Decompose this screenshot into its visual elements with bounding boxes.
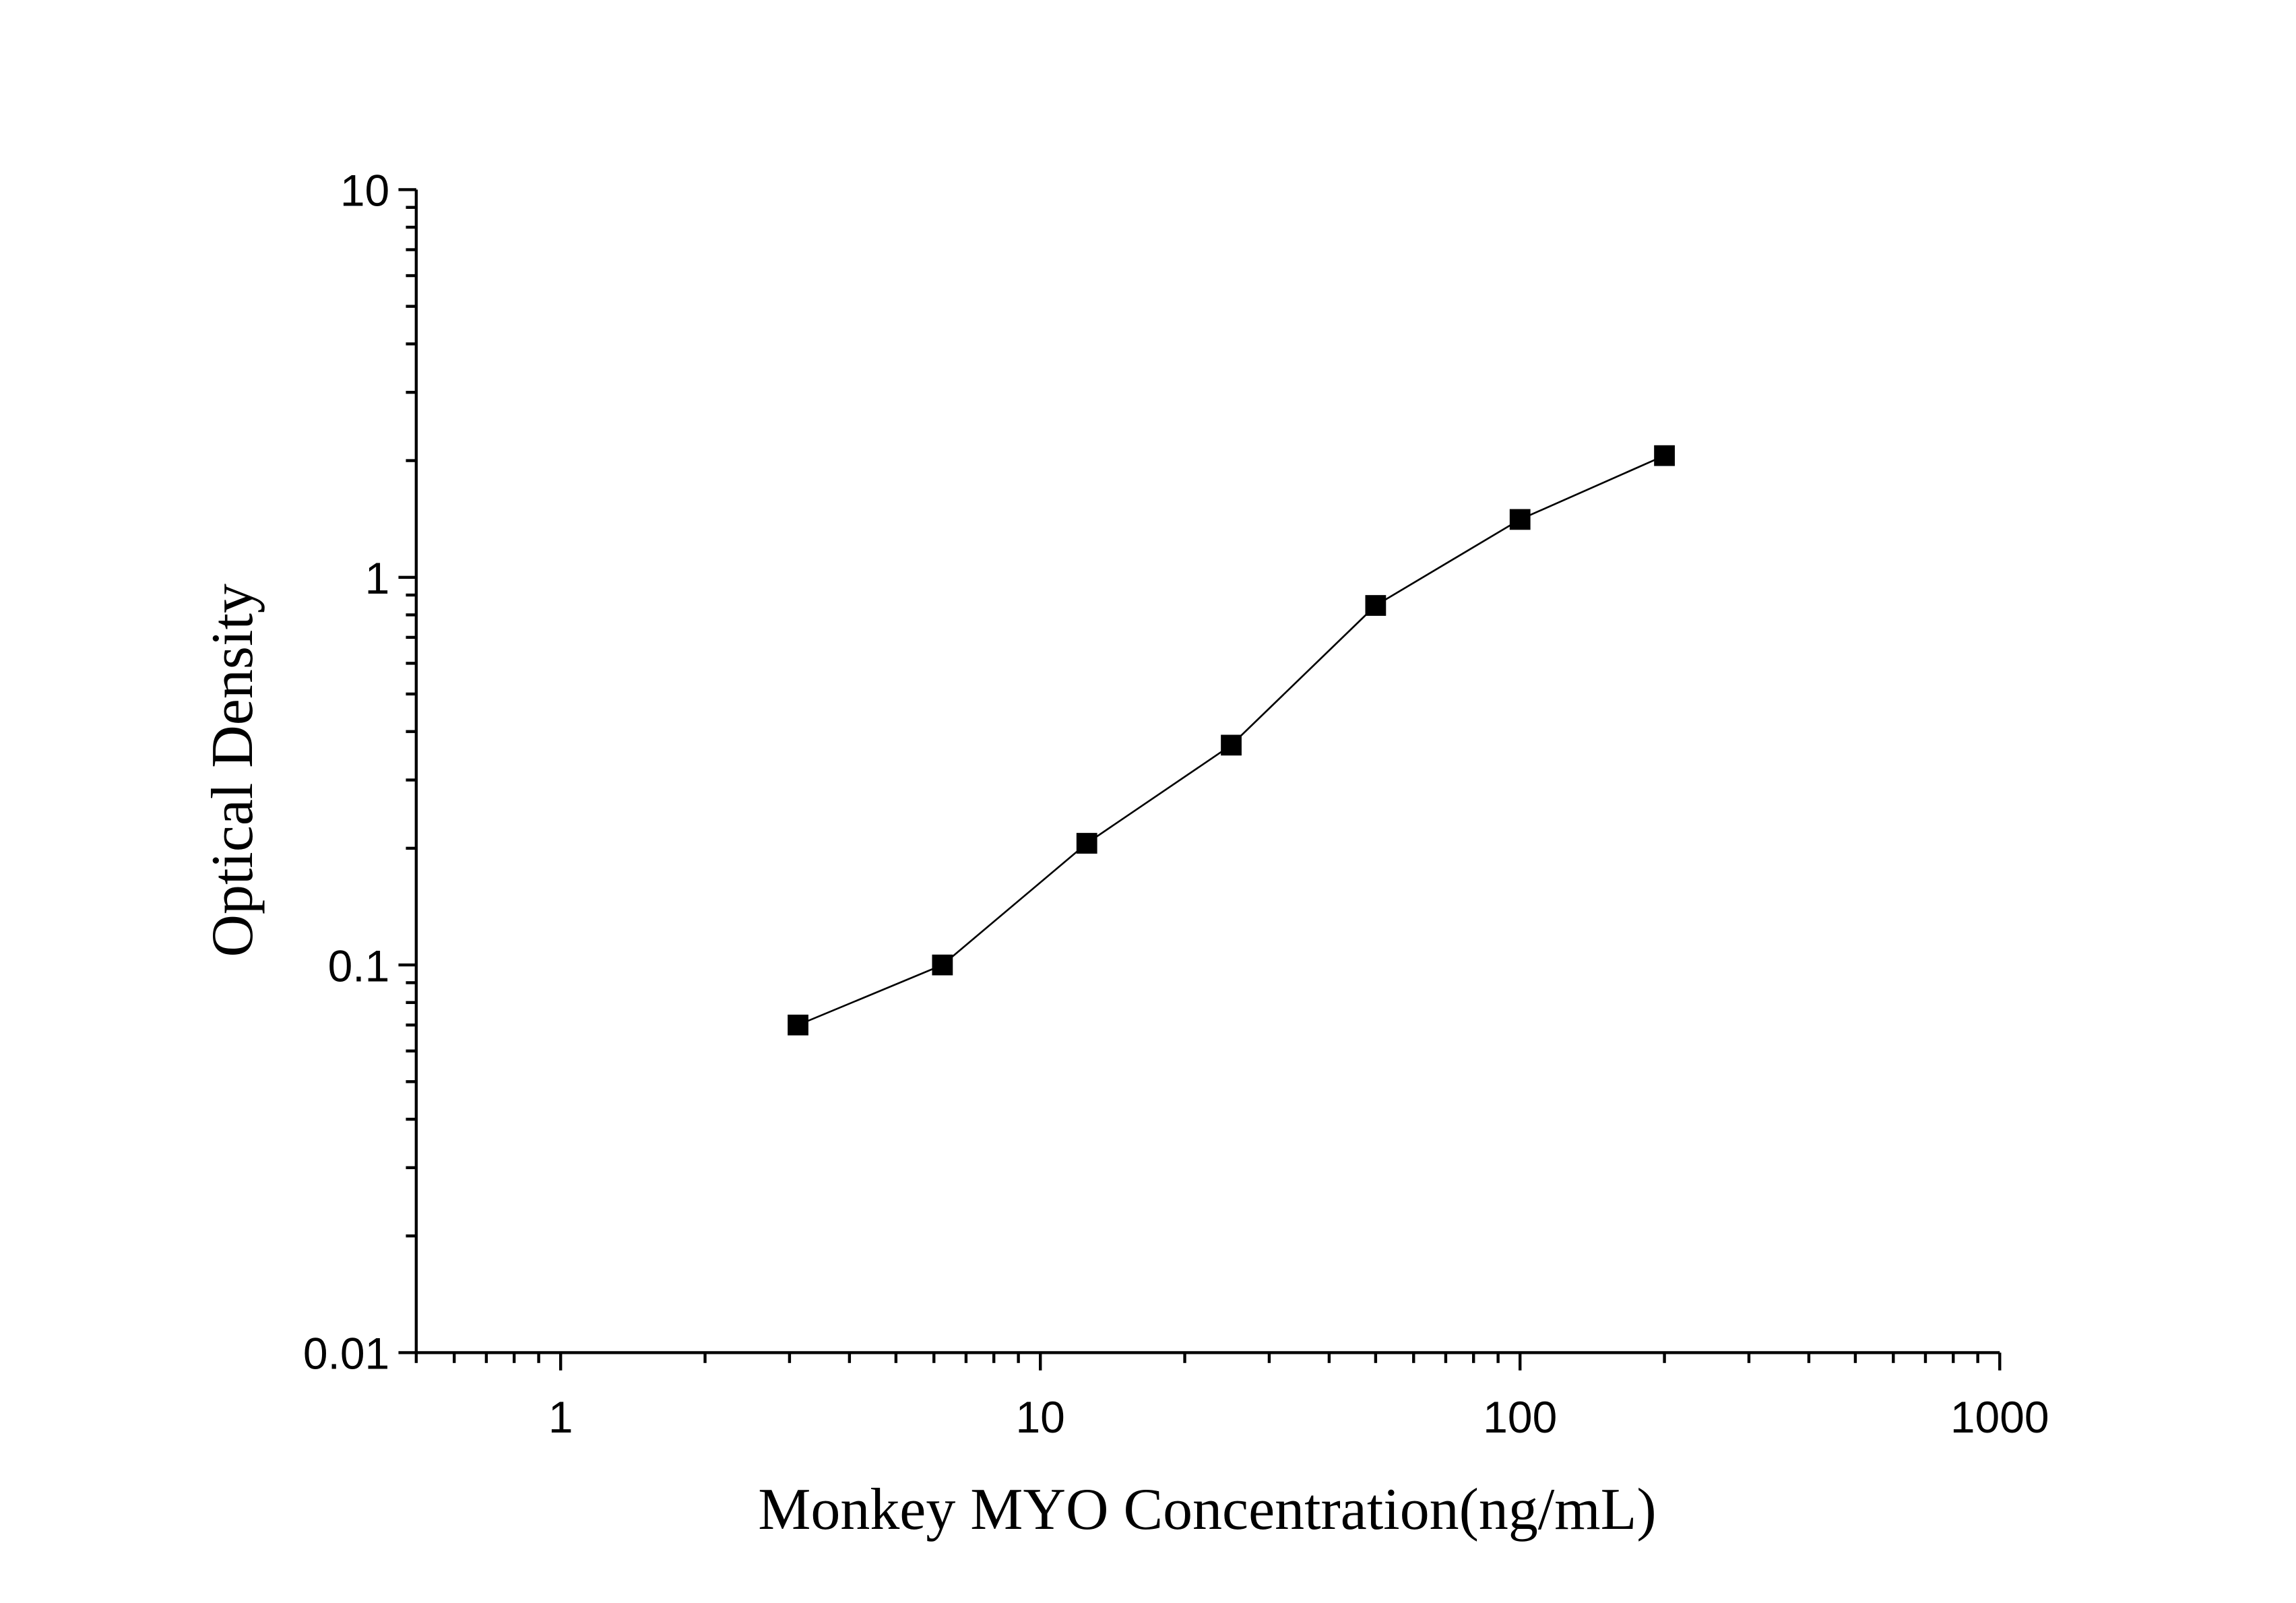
ticks: 1 10 100 1000 0.01 0.1 1 10 [303, 166, 2049, 1443]
data-point [1365, 595, 1386, 616]
x-tick-label: 10 [1016, 1392, 1065, 1442]
x-tick-label: 100 [1483, 1392, 1557, 1442]
data-point [932, 954, 953, 976]
data-point [1076, 833, 1097, 854]
data-point [1654, 445, 1675, 466]
axes [414, 189, 2000, 1354]
data-point [1509, 509, 1531, 530]
y-tick-label: 1 [365, 553, 390, 603]
y-tick-label: 0.1 [328, 941, 390, 991]
y-tick-label: 0.01 [303, 1329, 389, 1379]
data-points [788, 445, 1675, 1036]
data-point [1221, 734, 1242, 756]
x-tick-label: 1 [548, 1392, 573, 1442]
data-point [788, 1014, 808, 1036]
y-axis-label: Optical Density [200, 584, 265, 957]
x-axis-label: Monkey MYO Concentration(ng/mL) [758, 1477, 1656, 1542]
x-tick-label: 1000 [1950, 1392, 2049, 1442]
y-tick-label: 10 [340, 166, 389, 216]
